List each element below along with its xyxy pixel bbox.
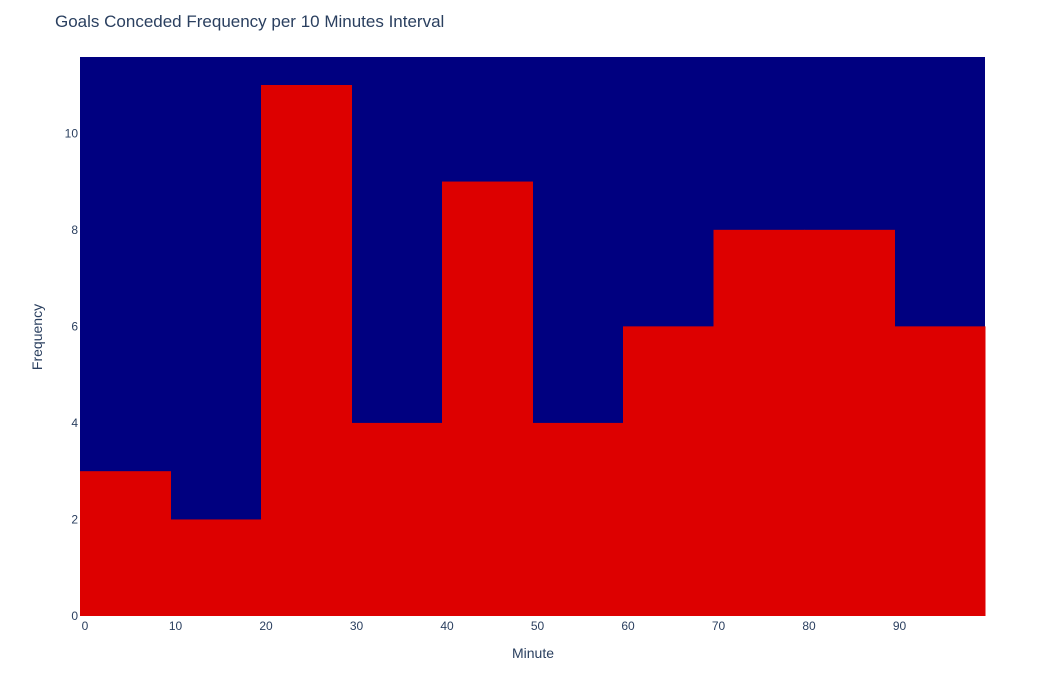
bars-group bbox=[80, 84, 986, 616]
x-tick-label: 60 bbox=[621, 619, 635, 633]
histogram-bar-6 bbox=[623, 326, 714, 616]
histogram-bar-8 bbox=[804, 229, 895, 616]
histogram-bar-4 bbox=[442, 181, 533, 616]
y-axis-ticks: 0 2 4 6 8 10 bbox=[65, 126, 79, 623]
x-tick-label: 30 bbox=[350, 619, 364, 633]
histogram-bar-3 bbox=[351, 422, 443, 616]
x-tick-label: 70 bbox=[712, 619, 726, 633]
x-tick-label: 40 bbox=[440, 619, 454, 633]
y-tick-label: 2 bbox=[71, 512, 78, 526]
histogram-bar-5 bbox=[532, 422, 624, 616]
x-tick-label: 0 bbox=[82, 619, 89, 633]
histogram-bar-9 bbox=[894, 326, 986, 616]
histogram-bar-2 bbox=[261, 84, 352, 616]
y-tick-label: 10 bbox=[65, 126, 79, 140]
histogram-bar-1 bbox=[170, 519, 262, 616]
y-tick-label: 4 bbox=[71, 416, 78, 430]
y-tick-label: 8 bbox=[71, 223, 78, 237]
y-tick-label: 6 bbox=[71, 319, 78, 333]
x-axis-title: Minute bbox=[512, 645, 554, 661]
histogram-bar-7 bbox=[713, 229, 805, 616]
x-tick-label: 50 bbox=[531, 619, 545, 633]
y-axis-title: Frequency bbox=[29, 304, 45, 370]
chart-title: Goals Conceded Frequency per 10 Minutes … bbox=[55, 12, 444, 31]
x-tick-label: 10 bbox=[169, 619, 183, 633]
x-axis-ticks: 0 10 20 30 40 50 60 70 80 90 bbox=[82, 619, 907, 633]
histogram-bar-0 bbox=[80, 471, 171, 616]
x-tick-label: 20 bbox=[259, 619, 273, 633]
y-tick-label: 0 bbox=[71, 609, 78, 623]
x-tick-label: 90 bbox=[893, 619, 907, 633]
x-tick-label: 80 bbox=[802, 619, 816, 633]
